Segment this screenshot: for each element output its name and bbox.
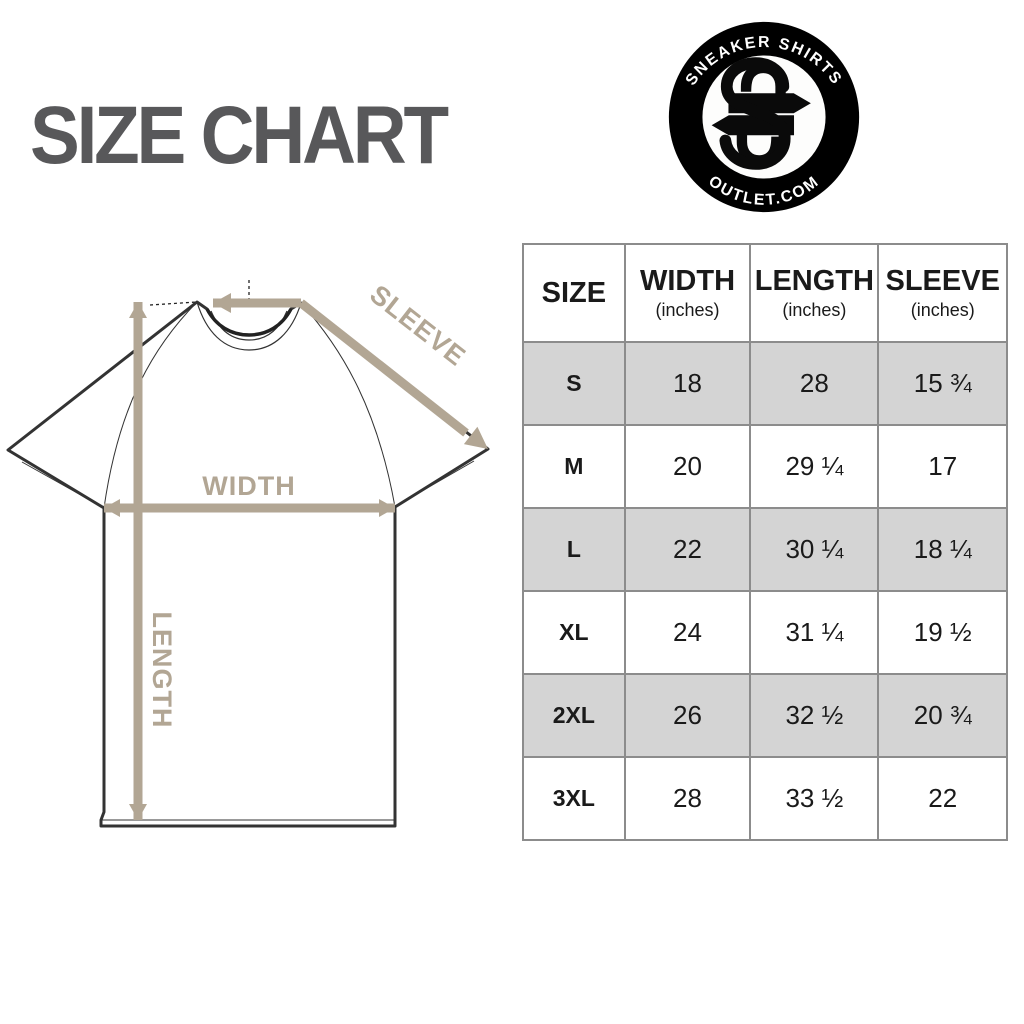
- svg-text:LENGTH: LENGTH: [147, 612, 177, 729]
- svg-text:SLEEVE: SLEEVE: [364, 279, 471, 372]
- svg-text:WIDTH: WIDTH: [202, 471, 295, 501]
